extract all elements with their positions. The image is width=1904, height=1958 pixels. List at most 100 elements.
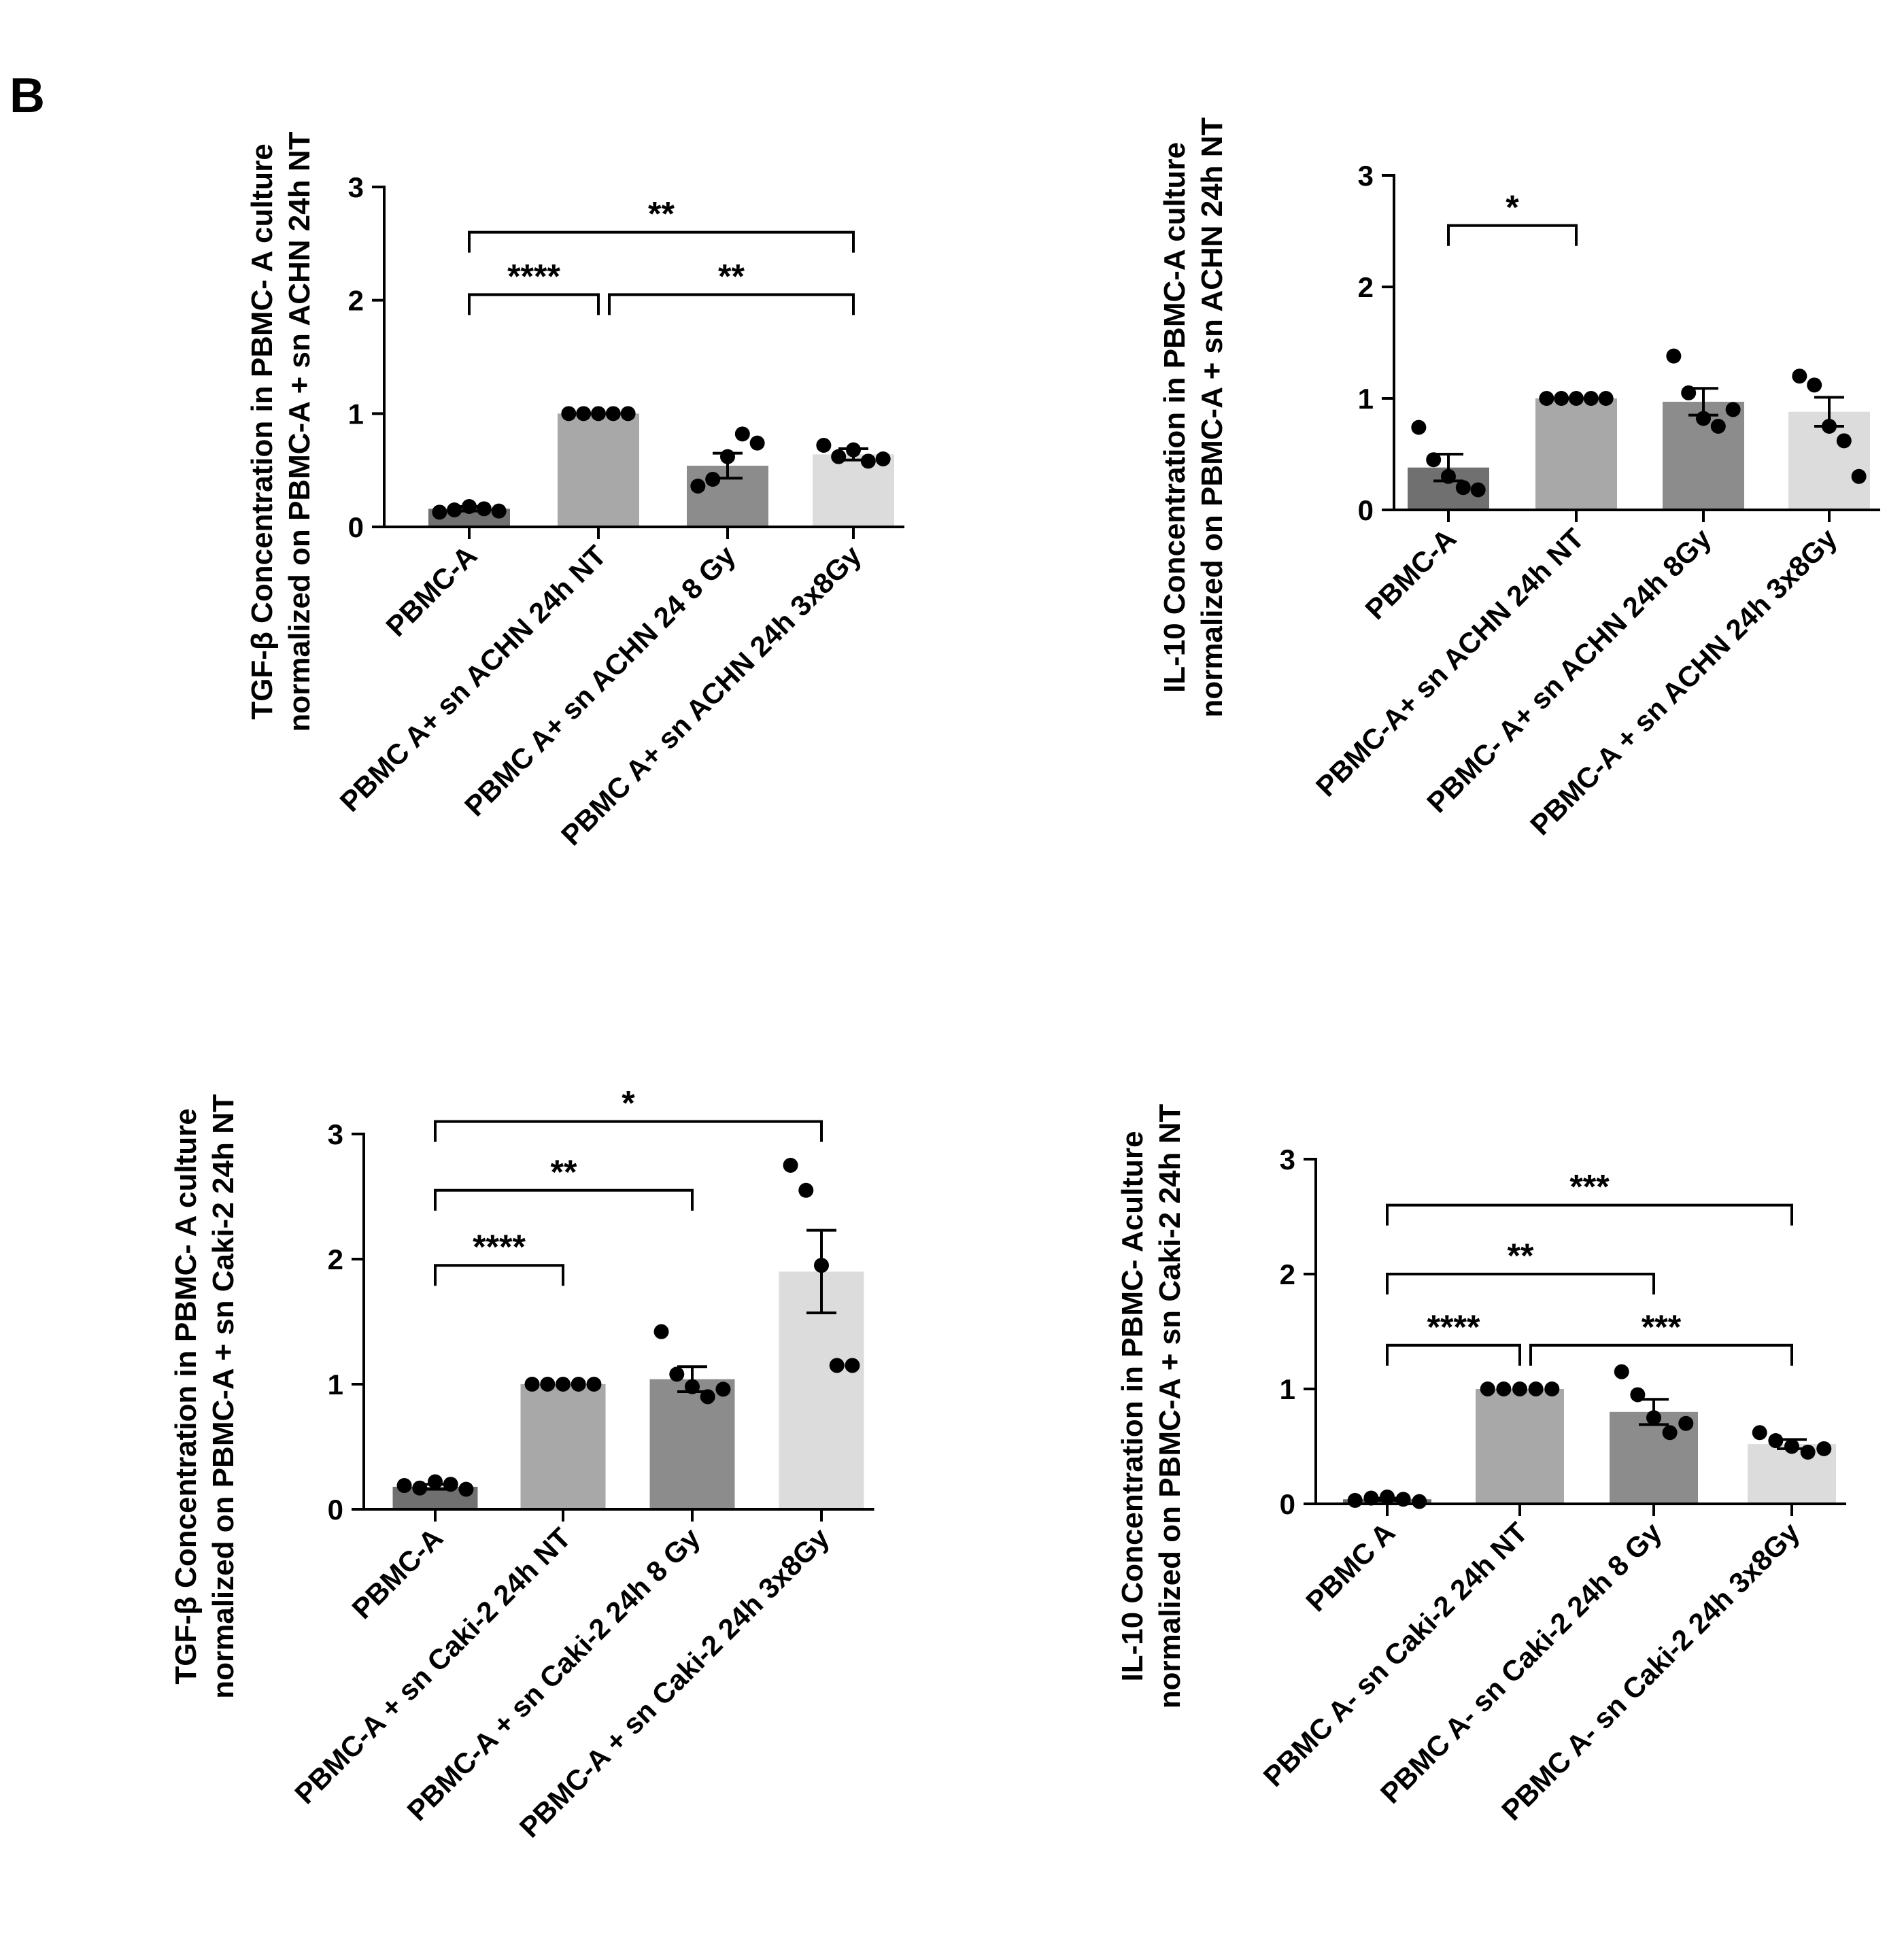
y-tick-label-0: 0 (1358, 494, 1374, 526)
data-point-3-2 (669, 1367, 685, 1382)
data-point-4-1 (783, 1158, 798, 1173)
significance-label-2: **** (507, 257, 560, 295)
data-point-2-3 (1512, 1381, 1527, 1396)
data-point-4-2 (1807, 377, 1822, 393)
significance-bracket-1 (434, 1120, 823, 1142)
y-axis-label-line-1: IL-10 Concentration in PBMC- Aculture (1116, 1131, 1149, 1682)
y-axis-label-line-1: IL-10 Concentration in PBMC-A culture (1158, 142, 1191, 693)
data-point-1-5 (458, 1481, 474, 1497)
significance-bracket-4 (1529, 1343, 1793, 1366)
y-tick-label-3: 3 (1358, 160, 1374, 192)
data-point-1-3 (428, 1474, 443, 1490)
data-point-1-5 (1412, 1494, 1427, 1509)
data-point-1-4 (1455, 480, 1471, 496)
data-point-1-1 (432, 504, 447, 520)
data-point-2-4 (1528, 1381, 1544, 1396)
data-point-4-2 (831, 449, 847, 464)
data-point-1-5 (491, 503, 507, 519)
data-point-2-2 (1554, 391, 1569, 406)
data-point-2-3 (556, 1377, 571, 1392)
data-point-2-5 (1598, 391, 1614, 406)
y-tick-label-2: 2 (1280, 1258, 1295, 1290)
data-point-2-3 (1569, 391, 1584, 406)
y-tick-label-0: 0 (348, 511, 364, 543)
data-point-4-2 (798, 1182, 814, 1198)
data-point-2-1 (524, 1377, 540, 1392)
data-point-3-2 (1630, 1387, 1646, 1403)
significance-bracket-3 (608, 293, 855, 315)
data-point-1-2 (1426, 452, 1442, 468)
data-point-3-1 (1614, 1364, 1629, 1379)
bar-4 (813, 454, 894, 527)
y-tick-label-2: 2 (348, 285, 364, 317)
data-point-1-2 (412, 1480, 428, 1496)
data-point-4-2 (1768, 1433, 1784, 1449)
y-axis-label-line-2: normalized on PBMC-A + sn ACHN 24h NT (283, 131, 316, 732)
data-point-1-1 (1347, 1492, 1363, 1508)
significance-label-1: ** (648, 195, 675, 233)
data-point-1-3 (1380, 1489, 1395, 1505)
category-label-2: PBMC A- sn Caki-2 24h NT (1257, 1516, 1534, 1793)
bar-2 (520, 1384, 606, 1509)
data-point-1-2 (1363, 1490, 1379, 1506)
data-point-4-4 (829, 1358, 845, 1373)
data-point-3-1 (653, 1324, 669, 1339)
significance-bracket-3 (1386, 1343, 1521, 1366)
data-point-4-3 (1822, 419, 1837, 434)
data-point-2-1 (1480, 1381, 1495, 1396)
significance-bracket-2 (1386, 1273, 1655, 1294)
data-point-4-4 (1836, 433, 1852, 449)
category-label-1: PBMC-A (345, 1522, 449, 1625)
data-point-2-4 (605, 406, 621, 422)
significance-label-4: *** (1642, 1308, 1682, 1346)
bar-2 (558, 413, 639, 527)
data-point-2-2 (1496, 1381, 1512, 1396)
data-point-3-5 (749, 435, 765, 451)
significance-label-3: ** (718, 257, 745, 295)
data-point-4-3 (846, 442, 861, 458)
y-tick-label-1: 1 (328, 1369, 343, 1401)
category-label-4: PBMC A- sn Caki-2 24h 3x8Gy (1495, 1516, 1806, 1827)
data-point-1-5 (1470, 482, 1486, 498)
data-point-3-3 (720, 449, 735, 464)
y-axis-label-line-2: normalized on PBMC-A + sn ACHN 24h NT (1195, 117, 1229, 717)
data-point-2-1 (1539, 391, 1554, 406)
y-axis-label-line-2: normalized on PBMC-A + sn Caki-2 24h NT (207, 1094, 240, 1699)
data-point-3-4 (1710, 419, 1726, 434)
category-label-3: PBMC A- sn Caki-2 24h 8 Gy (1374, 1516, 1668, 1810)
data-point-1-4 (476, 501, 492, 517)
data-point-3-4 (734, 426, 750, 442)
data-point-4-1 (816, 438, 832, 453)
y-axis-label-line-2: normalized on PBMC-A + sn Caki-2 24h NT (1153, 1104, 1187, 1709)
significance-bracket-2 (468, 293, 600, 315)
category-label-2: PBMC-A+ sn ACHN 24h NT (1310, 522, 1591, 803)
data-point-1-3 (1441, 468, 1456, 484)
panel-letter: B (10, 69, 45, 123)
y-tick-label-3: 3 (348, 171, 364, 203)
category-label-2: PBMC-A + sn Caki-2 24h NT (288, 1522, 577, 1810)
data-point-3-3 (1696, 411, 1711, 426)
data-point-4-3 (1784, 1439, 1799, 1454)
y-tick-label-1: 1 (1280, 1373, 1295, 1405)
data-point-2-5 (586, 1377, 602, 1392)
y-tick-label-0: 0 (1280, 1488, 1295, 1520)
data-point-3-2 (1681, 385, 1697, 400)
data-point-3-5 (715, 1381, 731, 1397)
significance-label-2: ** (551, 1153, 577, 1191)
y-tick-label-2: 2 (1358, 271, 1374, 303)
data-point-1-4 (443, 1477, 458, 1492)
category-label-1: PBMC A (1299, 1516, 1401, 1617)
data-point-3-4 (1662, 1425, 1678, 1441)
data-point-4-5 (875, 451, 891, 466)
significance-bracket-1 (1386, 1203, 1793, 1226)
data-point-4-3 (814, 1258, 829, 1273)
data-point-3-5 (1678, 1415, 1694, 1431)
data-point-3-5 (1725, 402, 1741, 417)
significance-bracket-1 (468, 230, 855, 253)
data-point-3-1 (690, 479, 706, 494)
data-point-2-3 (591, 406, 606, 422)
data-point-3-4 (700, 1389, 715, 1405)
